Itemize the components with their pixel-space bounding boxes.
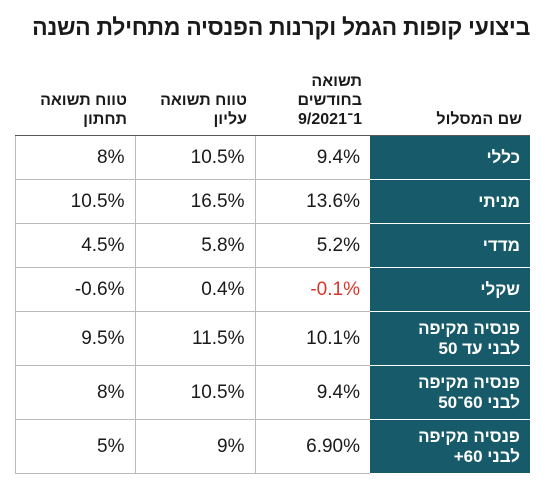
value-cell: -0.1% xyxy=(254,267,370,312)
value-cell: 10.5% xyxy=(134,135,255,180)
value-cell: -0.6% xyxy=(14,267,135,312)
track-name-line: כללי xyxy=(486,147,520,167)
value-cell: 5% xyxy=(14,419,135,474)
header-line: תחתון xyxy=(83,111,127,128)
value-cell: 8% xyxy=(14,135,135,180)
track-name-line: פנסיה מקיפה xyxy=(418,426,520,446)
value-cell: 16.5% xyxy=(134,179,255,224)
table-row: פנסיה מקיפה לבני 60+ 6.90% 9% 5% xyxy=(14,419,530,474)
table-row: מדדי 5.2% 5.8% 4.5% xyxy=(14,223,530,268)
track-name-line: לבני עד 50 xyxy=(438,338,521,358)
column-header: טווח תשואה תחתון xyxy=(15,72,135,136)
header-line: טווח תשואה xyxy=(40,92,127,109)
track-name-line: לבני 60־50 xyxy=(438,392,520,412)
table-row: כללי 9.4% 10.5% 8% xyxy=(14,135,530,180)
header-line: עליון xyxy=(213,111,247,128)
track-name-line: לבני 60+ xyxy=(453,446,520,466)
column-header: שם המסלול xyxy=(370,72,530,136)
track-name: פנסיה מקיפה לבני 60־50 xyxy=(370,365,530,420)
table-row: שקלי -0.1% 0.4% -0.6% xyxy=(14,267,530,312)
table-row: פנסיה מקיפה לבני עד 50 10.1% 11.5% 9.5% xyxy=(14,311,530,366)
value-cell: 13.6% xyxy=(254,179,370,224)
column-header: טווח תשואה עליון xyxy=(135,72,255,136)
table-row: פנסיה מקיפה לבני 60־50 9.4% 10.5% 8% xyxy=(14,365,530,420)
track-name-line: שקלי xyxy=(480,279,520,299)
value-cell: 11.5% xyxy=(134,311,255,366)
header-line: טווח תשואה xyxy=(160,92,247,109)
value-cell: 5.8% xyxy=(134,223,255,268)
value-cell: 9.5% xyxy=(14,311,135,366)
value-cell: 5.2% xyxy=(254,223,370,268)
value-cell: 9.4% xyxy=(254,135,370,180)
header-row: שם המסלול תשואה בחודשים 1־9/2021 טווח תשואה ע… xyxy=(15,72,530,136)
value-cell: 9.4% xyxy=(254,365,370,420)
track-name: פנסיה מקיפה לבני 60+ xyxy=(370,419,530,474)
header-line: בחודשים xyxy=(297,92,363,109)
track-name-line: מניתי xyxy=(478,191,520,211)
track-name-line: מדדי xyxy=(482,235,520,255)
value-cell: 0.4% xyxy=(134,267,255,312)
track-name-line: פנסיה מקיפה xyxy=(418,372,520,392)
value-cell: 10.5% xyxy=(14,179,135,224)
value-cell: 9% xyxy=(134,419,255,474)
value-cell: 8% xyxy=(14,365,135,420)
value-cell: 6.90% xyxy=(254,419,370,474)
column-header: תשואה בחודשים 1־9/2021 xyxy=(255,72,370,136)
performance-table: שם המסלול תשואה בחודשים 1־9/2021 טווח תשואה ע… xyxy=(14,72,530,474)
value-cell: 10.5% xyxy=(134,365,255,420)
track-name: מדדי xyxy=(370,223,530,268)
header-line: 1־9/2021 xyxy=(298,111,362,128)
header-line: שם המסלול xyxy=(436,111,522,128)
value-cell: 4.5% xyxy=(14,223,135,268)
table-row: מניתי 13.6% 16.5% 10.5% xyxy=(14,179,530,224)
track-name-line: פנסיה מקיפה xyxy=(418,318,520,338)
value-cell: 10.1% xyxy=(254,311,370,366)
track-name: מניתי xyxy=(370,179,530,224)
track-name: שקלי xyxy=(370,267,530,312)
track-name: כללי xyxy=(370,135,530,180)
header-line: תשואה xyxy=(311,73,362,90)
title: ביצועי קופות הגמל וקרנות הפנסיה מתחילת ה… xyxy=(32,14,530,40)
track-name: פנסיה מקיפה לבני עד 50 xyxy=(370,311,530,366)
